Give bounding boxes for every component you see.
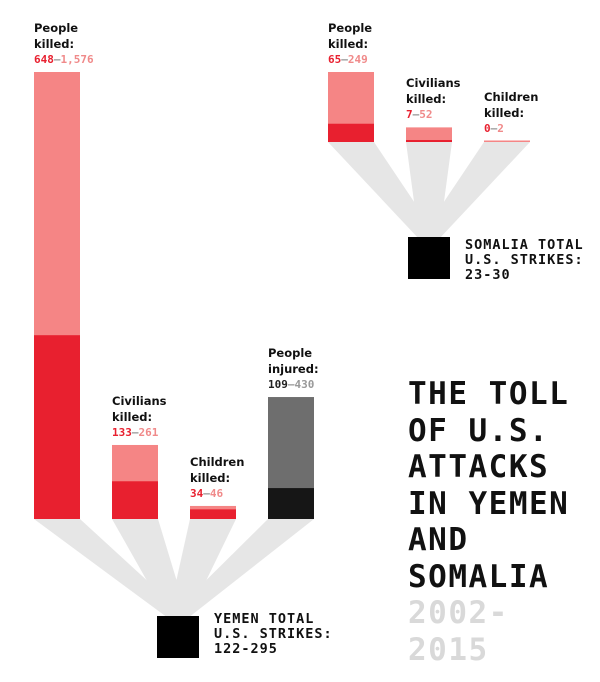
- bar-label: Civilians killed: 133–261: [112, 393, 167, 441]
- headline-years: 2015: [408, 631, 489, 668]
- range-min: 109: [268, 378, 288, 392]
- funnel-2: [168, 519, 236, 618]
- range-min: 34: [190, 486, 204, 500]
- somalia-chart: [328, 72, 530, 279]
- headline-line: ATTACKS: [408, 449, 550, 485]
- strikes-box: [408, 237, 450, 279]
- range-dash: –: [287, 378, 295, 392]
- bar-label-line: killed:: [112, 409, 153, 424]
- range-dash: –: [203, 486, 210, 500]
- bar-label-line: People: [328, 21, 373, 35]
- range-max: 1,576: [60, 53, 94, 66]
- bar-range: 109–430: [268, 377, 319, 393]
- range-max: 430: [294, 378, 315, 392]
- bar-label-line: People: [268, 346, 313, 361]
- range-max: 46: [209, 486, 224, 500]
- bar-max-2: [484, 140, 530, 142]
- bar-min-0: [328, 123, 374, 142]
- funnel-0: [328, 142, 439, 239]
- range-min: 0: [484, 121, 491, 135]
- bar-label-line: killed:: [328, 37, 369, 51]
- total-label-line: SOMALIA TOTAL: [465, 237, 584, 253]
- range-dash: –: [341, 53, 348, 66]
- bar-label: Children killed: 0–2: [484, 89, 538, 137]
- funnel-2: [419, 142, 530, 239]
- headline-line: SOMALIA: [408, 558, 550, 595]
- bar-max-1: [406, 127, 452, 142]
- bar-label-line: Children: [190, 454, 245, 469]
- bar-label-line: People: [34, 21, 79, 35]
- somalia-total-label: SOMALIA TOTAL U.S. STRIKES: 23-30: [465, 238, 584, 283]
- range-max: 249: [347, 53, 368, 66]
- range-max: 2: [497, 121, 504, 135]
- range-max: 261: [138, 425, 159, 439]
- bar-range: 7–52: [406, 107, 461, 123]
- bar-label-line: killed:: [190, 470, 231, 485]
- bar-label-line: killed:: [484, 105, 525, 120]
- strikes-box: [157, 616, 199, 658]
- bar-label: People killed: 65–249: [328, 20, 372, 68]
- range-min: 133: [112, 425, 132, 439]
- range-min: 65: [328, 53, 342, 66]
- bar-min-3: [268, 488, 314, 519]
- total-label-line: YEMEN TOTAL: [214, 611, 315, 627]
- range-min: 648: [34, 53, 54, 66]
- bar-range: 65–249: [328, 52, 372, 68]
- range-dash: –: [131, 425, 139, 439]
- headline-line: IN YEMEN: [408, 485, 570, 522]
- bar-range: 34–46: [190, 486, 244, 502]
- yemen-chart: [34, 72, 314, 658]
- headline-line: THE TOLL: [408, 376, 570, 412]
- headline: THE TOLL OF U.S. ATTACKS IN YEMEN AND SO…: [408, 376, 598, 668]
- total-label-line: 23-30: [465, 267, 511, 283]
- bar-range: 0–2: [484, 121, 538, 137]
- funnel-3: [168, 519, 314, 618]
- bar-min-1: [406, 140, 452, 142]
- bar-range: 648–1,576: [34, 52, 94, 68]
- bar-label-line: killed:: [406, 92, 447, 107]
- range-max: 52: [419, 108, 433, 122]
- total-label-line: U.S. STRIKES:: [214, 626, 333, 642]
- bar-label-line: Children: [484, 89, 539, 104]
- headline-years: 2002-: [408, 595, 509, 631]
- range-dash: –: [53, 53, 61, 66]
- bar-label: Civilians killed: 7–52: [406, 75, 461, 123]
- total-label-line: U.S. STRIKES:: [465, 252, 584, 268]
- bar-label-line: injured:: [268, 362, 319, 377]
- bar-min-1: [112, 481, 158, 519]
- bar-min-2: [190, 509, 236, 519]
- bar-label-line: killed:: [34, 37, 75, 51]
- yemen-total-label: YEMEN TOTAL U.S. STRIKES: 122-295: [214, 612, 333, 657]
- funnel-0: [34, 519, 188, 618]
- total-label-line: 122-295: [214, 641, 278, 657]
- range-min: 7: [406, 108, 413, 122]
- range-dash: –: [412, 108, 420, 122]
- bar-label: Children killed: 34–46: [190, 454, 244, 502]
- bar-label: People killed: 648–1,576: [34, 20, 94, 68]
- bar-range: 133–261: [112, 425, 167, 441]
- bar-label-line: Civilians: [112, 393, 167, 408]
- bar-label: People injured: 109–430: [268, 345, 319, 393]
- range-dash: –: [490, 121, 498, 135]
- bar-min-0: [34, 335, 80, 519]
- headline-line: OF U.S.: [408, 412, 550, 449]
- headline-line: AND: [408, 522, 469, 558]
- bar-label-line: Civilians: [406, 76, 461, 91]
- funnel-1: [112, 519, 188, 618]
